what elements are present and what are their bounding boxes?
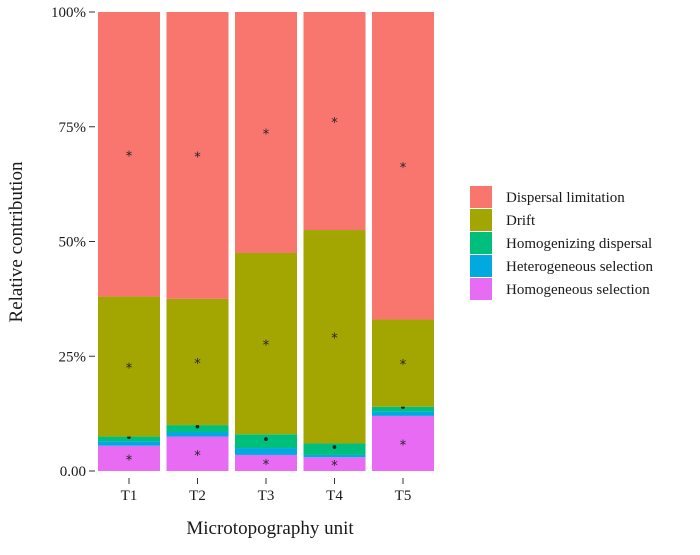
bar-segment: T4 · Drift: 46.5: [303, 230, 366, 444]
significance-mark: •: [194, 421, 202, 436]
significance-mark: •: [331, 441, 339, 456]
significance-mark: *: [126, 149, 133, 164]
legend-label: Homogeneous selection: [506, 282, 650, 298]
x-tick-label: T4: [326, 488, 343, 504]
bar-segment: T4 · Dispersal limitation: 47.5: [303, 12, 366, 231]
legend-swatch: [470, 255, 492, 277]
bar-segment: T4 · Heterogeneous selection: 0.5: [303, 454, 366, 458]
significance-mark: •: [125, 431, 133, 446]
bar-segment: T1 · Homogenizing dispersal: 1: [98, 436, 160, 442]
significance-mark: *: [263, 458, 270, 473]
legend-swatch: [470, 209, 492, 231]
bar-segment: T3 · Homogeneous selection: 3.5: [235, 454, 297, 471]
y-tick-label: 25%: [59, 349, 87, 365]
legend-swatch: [470, 186, 492, 208]
bar-segment: T5 · Drift: 19: [372, 319, 434, 407]
significance-mark: *: [331, 332, 338, 347]
legend-swatch: [470, 278, 492, 300]
bar-segment: T1 · Dispersal limitation: 62: [98, 12, 160, 297]
x-tick-label: T2: [189, 488, 206, 504]
significance-mark: •: [262, 433, 270, 448]
significance-mark: *: [400, 438, 407, 453]
y-tick-label: 0.00: [60, 464, 86, 480]
x-tick-label: T5: [395, 488, 412, 504]
bar-segment: T4 · Homogeneous selection: 3: [303, 457, 366, 471]
bar-segment: T1 · Drift: 30.5: [98, 296, 160, 437]
legend-label: Heterogeneous selection: [506, 259, 654, 275]
x-axis-title: Microtopography unit: [186, 518, 354, 539]
y-tick-label: 75%: [59, 120, 87, 136]
bar-segment: T5 · Dispersal limitation: 67: [372, 12, 434, 320]
bar-segment: T5 · Homogeneous selection: 12: [372, 415, 434, 471]
legend-label: Homogenizing dispersal: [506, 236, 652, 252]
significance-mark: •: [399, 401, 407, 416]
bar-segment: T2 · Dispersal limitation: 62.5: [166, 12, 229, 299]
bar-segment: T1 · Heterogeneous selection: 1: [98, 441, 160, 446]
bar-segment: T3 · Drift: 39.5: [235, 252, 297, 435]
bar-segment: T3 · Homogenizing dispersal: 3: [235, 434, 297, 449]
legend-label: Drift: [506, 213, 536, 229]
significance-mark: *: [263, 127, 270, 142]
y-tick-label: 100%: [51, 5, 86, 21]
bar-segment: T5 · Homogenizing dispersal: 1: [372, 406, 434, 412]
bar-segment: T2 · Heterogeneous selection: 1: [166, 431, 229, 437]
bar-segment: T5 · Heterogeneous selection: 1: [372, 411, 434, 416]
x-axis: T1 T2 T3 T4 T5: [121, 478, 412, 504]
legend-swatch: [470, 232, 492, 254]
significance-mark: *: [331, 116, 338, 131]
y-axis: 0.00 25% 50% 75% 100%: [51, 5, 95, 480]
bar-segment: T2 · Drift: 27.5: [166, 298, 229, 426]
legend-label: Dispersal limitation: [506, 190, 625, 206]
significance-mark: *: [126, 453, 133, 468]
significance-mark: *: [263, 339, 270, 354]
y-axis-title: Relative contribution: [6, 161, 27, 322]
x-tick-label: T3: [258, 488, 275, 504]
bar-segment: T3 · Dispersal limitation: 52.5: [235, 12, 297, 253]
x-tick-label: T1: [121, 488, 138, 504]
bar-segment: T2 · Homogenizing dispersal: 1.5: [166, 425, 229, 432]
bar-segment: T1 · Homogeneous selection: 5.5: [98, 445, 160, 471]
legend: Dispersal limitation Drift Homogenizing di…: [470, 186, 654, 300]
significance-mark: *: [126, 362, 133, 377]
bar-segment: T2 · Homogeneous selection: 7.5: [166, 436, 229, 471]
significance-mark: *: [194, 357, 201, 372]
bar-segment: T3 · Heterogeneous selection: 1.5: [235, 448, 297, 455]
bars: T1 · Homogeneous selection: 5.5*T1 · Het…: [98, 12, 434, 474]
significance-mark: *: [194, 150, 201, 165]
significance-mark: *: [331, 459, 338, 474]
y-tick-label: 50%: [59, 235, 87, 251]
significance-mark: *: [400, 161, 407, 176]
significance-mark: *: [400, 358, 407, 373]
bar-segment: T4 · Homogenizing dispersal: 2.5: [303, 443, 366, 455]
significance-mark: *: [194, 449, 201, 464]
